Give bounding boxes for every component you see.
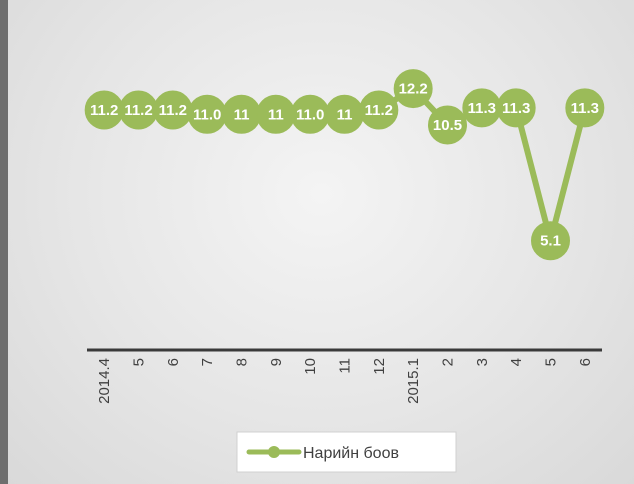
legend-label: Нарийн боов	[303, 445, 399, 462]
x-tick-label: 12	[371, 358, 388, 375]
data-label: 11.3	[468, 100, 496, 117]
line-chart: 2014.4 5 6 7 8 9 10 11 12 2015.1 2 3 4 5 6 11.2 11.2 11.…	[84, 69, 605, 473]
x-tick-label: 9	[268, 358, 285, 366]
data-point	[496, 88, 536, 128]
x-tick-label: 2014.4	[96, 358, 113, 404]
x-tick-label: 5	[131, 358, 148, 366]
data-point	[359, 90, 399, 130]
data-label: 11.2	[365, 102, 393, 119]
x-tick-label: 2	[440, 358, 457, 366]
x-tick-label: 11	[337, 358, 354, 374]
data-label: 11.2	[124, 102, 152, 119]
data-label: 11.2	[90, 102, 118, 119]
data-label: 12.2	[399, 81, 428, 98]
data-label: 11.0	[193, 106, 221, 123]
x-tick-label: 4	[508, 358, 525, 366]
data-point	[428, 105, 467, 145]
data-label: 5.1	[540, 233, 561, 250]
x-tick-label: 6	[165, 358, 182, 366]
data-point	[393, 69, 433, 109]
data-label: 11	[234, 106, 250, 123]
data-label: 11.0	[296, 106, 324, 123]
x-tick-label: 3	[474, 358, 491, 366]
x-tick-label: 10	[302, 358, 319, 375]
data-label: 10.5	[433, 117, 462, 134]
data-point	[565, 88, 605, 128]
x-tick-label: 6	[577, 358, 594, 366]
data-label: 11.3	[502, 100, 530, 117]
data-label: 11.2	[159, 102, 187, 119]
data-label: 11	[337, 106, 353, 123]
x-tick-label: 5	[543, 358, 560, 366]
data-label: 11.3	[571, 100, 599, 117]
legend-marker-swatch	[268, 446, 280, 458]
x-tick-label: 2015.1	[405, 358, 422, 404]
data-point	[531, 221, 570, 261]
x-tick-label: 7	[199, 358, 216, 366]
data-label: 11	[268, 106, 284, 123]
x-tick-label: 8	[234, 358, 251, 366]
